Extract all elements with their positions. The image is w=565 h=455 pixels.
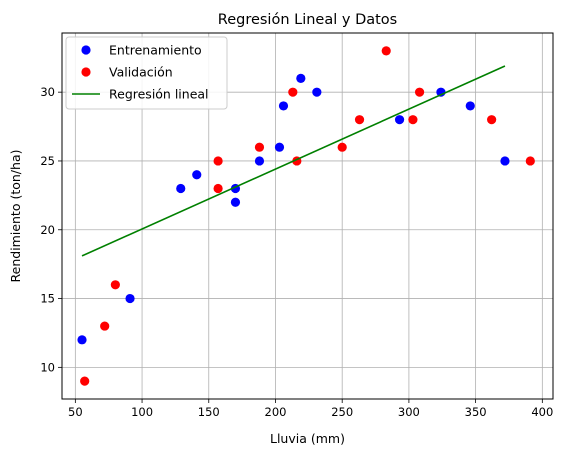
training-point (230, 197, 241, 207)
chart-title: Regresión Lineal y Datos (218, 12, 397, 28)
training-point (465, 101, 475, 111)
y-tick-label: 10 (40, 360, 55, 374)
validation-point (337, 142, 347, 152)
validation-point (100, 321, 110, 331)
y-tick-label: 30 (40, 85, 55, 99)
ticks: 50 100 150 200 250 300 350 400 10 15 20 25 30 (40, 85, 553, 419)
training-point (394, 115, 405, 125)
y-tick-label: 25 (40, 154, 55, 168)
validation-point (381, 46, 391, 56)
legend-marker-swatch (81, 67, 91, 77)
training-point (125, 293, 135, 304)
training-point (296, 73, 306, 84)
training-point (254, 156, 265, 166)
x-tick-label: 150 (198, 405, 220, 419)
x-tick-label: 100 (131, 405, 153, 419)
training-point (192, 170, 202, 180)
training-point (500, 156, 510, 166)
y-axis-label: Rendimiento (ton/ha) (8, 150, 23, 283)
validation-point (213, 156, 223, 166)
training-point (274, 142, 285, 152)
x-tick-label: 300 (398, 405, 420, 419)
validation-point (525, 156, 535, 166)
x-tick-label: 250 (331, 405, 353, 419)
legend-entry-label: Validación (109, 65, 173, 80)
validation-point (254, 142, 265, 152)
x-tick-label: 400 (531, 405, 553, 419)
training-point (77, 335, 87, 345)
validation-point (408, 115, 418, 125)
series-layer (77, 46, 535, 386)
x-tick-label: 200 (265, 405, 287, 419)
validation-point (80, 376, 90, 386)
training-point (176, 183, 186, 194)
validation-point (354, 115, 365, 125)
legend-entry-label: Regresión lineal (109, 87, 209, 102)
validation-point (487, 115, 497, 125)
legend: Entrenamiento Validación Regresión lineal (65, 36, 228, 110)
validation-point (414, 87, 425, 97)
legend-box (65, 36, 228, 110)
plot-frame (61, 32, 554, 400)
y-tick-label: 15 (40, 292, 55, 306)
regression-line (81, 65, 506, 257)
validation-point (288, 87, 298, 97)
validation-point (213, 183, 223, 194)
y-tick-label: 20 (40, 223, 55, 237)
training-point (312, 87, 322, 97)
legend-marker-swatch (81, 45, 91, 55)
training-point (278, 101, 289, 111)
x-tick-label: 350 (465, 405, 487, 419)
x-tick-label: 50 (68, 405, 83, 419)
validation-point (110, 280, 120, 290)
legend-entry-label: Entrenamiento (109, 43, 202, 58)
x-axis-label: Lluvia (mm) (270, 431, 345, 446)
